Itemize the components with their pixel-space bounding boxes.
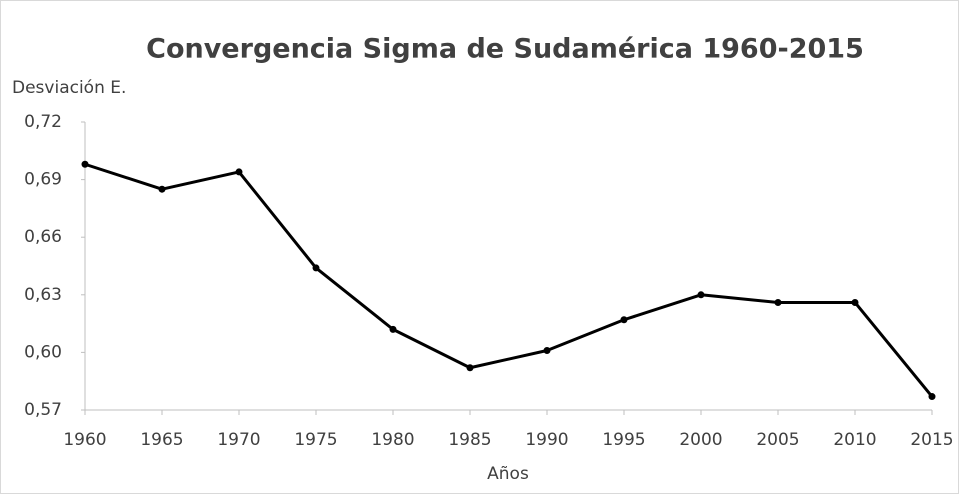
x-tick-label: 1985 bbox=[448, 430, 491, 450]
x-tick-label: 2005 bbox=[756, 430, 799, 450]
x-tick-label: 2010 bbox=[833, 430, 876, 450]
y-tick-label: 0,57 bbox=[24, 400, 62, 420]
x-tick-label: 1980 bbox=[371, 430, 414, 450]
x-tick-label: 1990 bbox=[525, 430, 568, 450]
x-axis-label: Años bbox=[487, 464, 529, 484]
y-tick-label: 0,72 bbox=[24, 112, 62, 132]
x-tick-label: 1965 bbox=[140, 430, 183, 450]
y-tick-label: 0,69 bbox=[24, 170, 62, 190]
point bbox=[851, 298, 859, 306]
point bbox=[774, 298, 782, 306]
y-tick-label: 0,66 bbox=[24, 227, 62, 247]
y-axis-label: Desviación E. bbox=[12, 78, 126, 98]
chart-title: Convergencia Sigma de Sudamérica 1960-20… bbox=[146, 34, 864, 65]
x-tick-label: 1995 bbox=[602, 430, 645, 450]
point bbox=[928, 393, 936, 401]
line bbox=[84, 162, 934, 398]
point bbox=[235, 168, 243, 176]
x-tick-label: 2015 bbox=[910, 430, 953, 450]
point bbox=[697, 291, 705, 299]
point bbox=[81, 160, 89, 168]
x-tick-label: 1970 bbox=[217, 430, 260, 450]
x-tick-label: 1975 bbox=[294, 430, 337, 450]
point bbox=[312, 264, 320, 272]
point bbox=[158, 185, 166, 193]
point bbox=[543, 346, 551, 354]
point bbox=[620, 316, 628, 324]
y-tick-label: 0,63 bbox=[24, 285, 62, 305]
y-tick-label: 0,60 bbox=[24, 342, 62, 362]
point bbox=[389, 325, 397, 333]
point bbox=[466, 364, 474, 372]
x-tick-label: 2000 bbox=[679, 430, 722, 450]
x-tick-label: 1960 bbox=[63, 430, 106, 450]
